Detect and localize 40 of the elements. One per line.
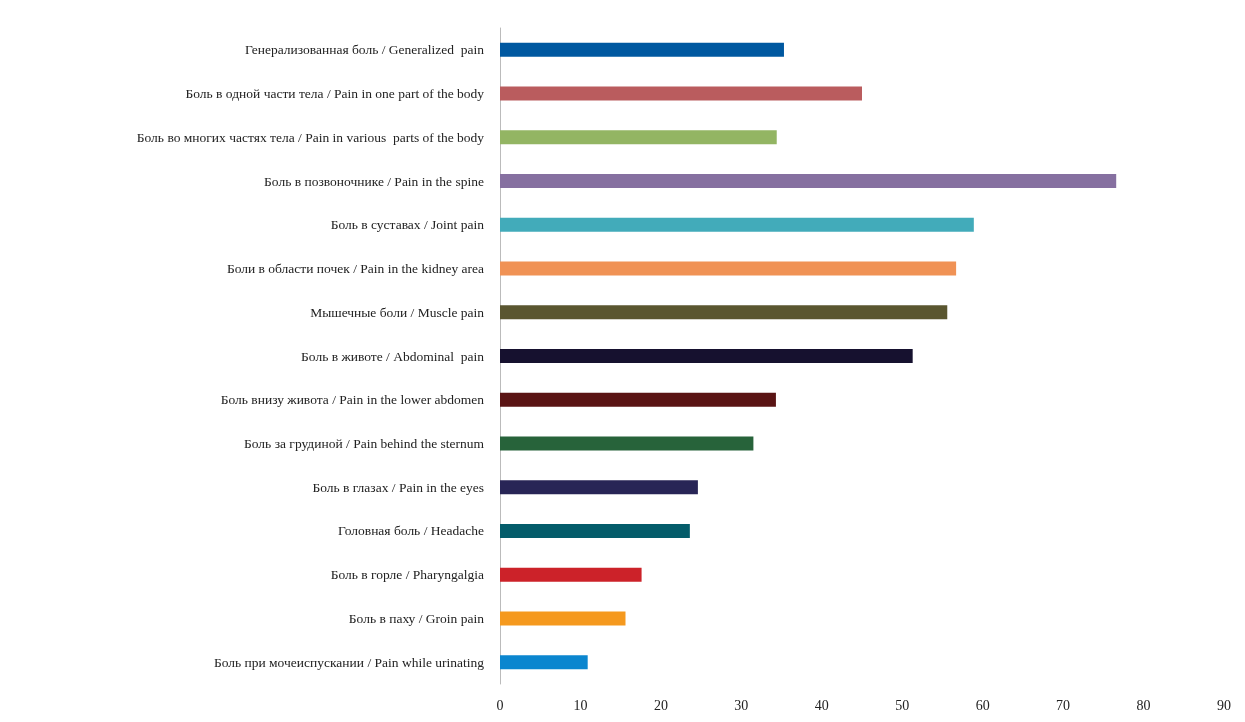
bar xyxy=(500,261,957,276)
bar xyxy=(500,611,626,626)
bar xyxy=(500,655,588,670)
x-tick-label: 80 xyxy=(1136,697,1151,713)
y-tick-label: Боль в паху / Groin pain xyxy=(348,610,485,626)
bar xyxy=(500,217,974,232)
bar xyxy=(500,436,754,451)
bar xyxy=(500,305,948,320)
y-tick-label: Боли в области почек / Pain in the kidney area xyxy=(226,261,484,277)
bar xyxy=(500,567,642,582)
x-tick-label: 40 xyxy=(814,697,829,713)
y-tick-label: Боль за грудиной / Pain behind the sternum xyxy=(244,435,485,451)
bar xyxy=(500,523,690,538)
y-tick-label: Боль при мочеиспускании / Pain while urinating xyxy=(213,654,485,670)
x-tick-label: 0 xyxy=(496,697,504,713)
y-tick-label: Боль в суставах / Joint pain xyxy=(330,217,485,233)
bar xyxy=(500,392,776,407)
y-tick-label: Боль в глазах / Pain in the eyes xyxy=(312,479,484,495)
y-tick-label: Головная боль / Headache xyxy=(338,523,484,539)
y-tick-label: Боль в животе / Abdominal pain xyxy=(301,348,485,364)
y-tick-label: Боль в одной части тела / Pain in one part of the body xyxy=(185,86,485,102)
y-tick-label: Боль внизу живота / Pain in the lower abdomen xyxy=(220,392,485,408)
x-tick-label: 70 xyxy=(1056,697,1071,713)
bar xyxy=(500,480,698,495)
x-tick-label: 60 xyxy=(975,697,990,713)
y-tick-label: Боль в позвоночнике / Pain in the spine xyxy=(264,173,484,189)
y-tick-label: Генерализованная боль / Generalized pain xyxy=(244,42,485,58)
y-tick-label: Боль в горле / Pharyngalgia xyxy=(330,567,485,583)
x-tick-label: 20 xyxy=(653,697,668,713)
bar xyxy=(500,42,784,57)
x-tick-label: 10 xyxy=(573,697,588,713)
y-tick-label: Мышечные боли / Muscle pain xyxy=(310,304,485,320)
bar xyxy=(500,86,862,101)
bar xyxy=(500,130,777,145)
y-tick-label: Боль во многих частях тела / Pain in various parts of the body xyxy=(136,129,485,145)
x-tick-label: 50 xyxy=(895,697,910,713)
x-tick-label: 30 xyxy=(734,697,749,713)
bar xyxy=(500,349,913,363)
x-tick-label: 90 xyxy=(1217,697,1231,713)
bar xyxy=(500,174,1117,189)
